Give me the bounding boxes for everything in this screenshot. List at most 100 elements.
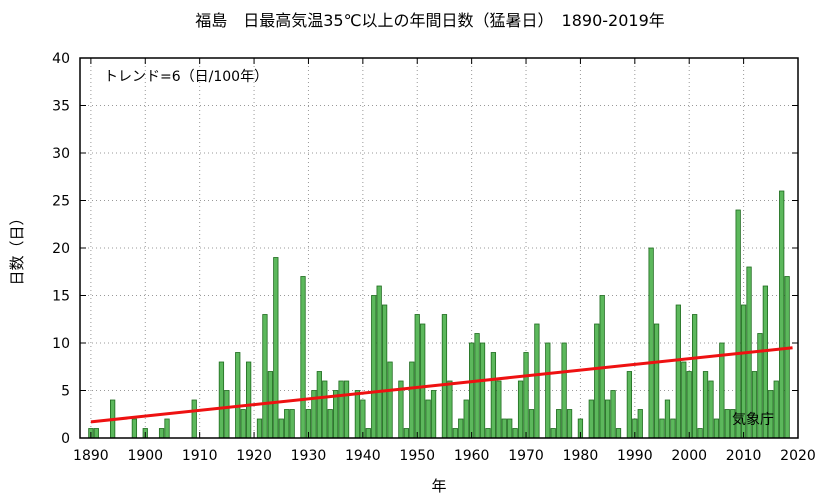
bar-1995 (659, 418, 665, 439)
x-axis-label: 年 (431, 477, 446, 495)
bar-1996 (664, 399, 671, 439)
y-tick-label: 20 (52, 241, 70, 257)
bar-1891 (93, 428, 99, 439)
bar-1960 (469, 342, 475, 439)
trend-line (90, 346, 793, 424)
x-tick-label: 2000 (671, 448, 707, 464)
bar-1997 (670, 418, 676, 439)
bar-1967 (507, 418, 513, 439)
bar-1936 (338, 380, 344, 439)
x-tick-label: 1920 (236, 448, 272, 464)
bar-1976 (556, 409, 562, 439)
y-tick-label: 0 (61, 431, 70, 447)
bar-2009 (735, 209, 741, 439)
bar-1991 (637, 409, 643, 439)
bar-2016 (773, 380, 779, 439)
bar-1945 (387, 361, 393, 439)
bar-1921 (256, 418, 263, 439)
bar-1985 (604, 399, 611, 439)
bar-1974 (545, 342, 551, 439)
x-tick-label: 2020 (780, 448, 816, 464)
bar-1926 (284, 409, 290, 439)
bar-1961 (474, 333, 480, 439)
y-tick-label: 15 (52, 289, 70, 305)
bar-1909 (191, 399, 197, 439)
bar-1966 (501, 418, 507, 439)
bar-1989 (626, 371, 633, 439)
bar-1924 (273, 257, 279, 439)
bar-1927 (289, 409, 295, 439)
bar-1943 (376, 285, 382, 439)
bar-1955 (441, 314, 448, 439)
bar-1903 (158, 428, 165, 439)
bar-1932 (316, 371, 322, 439)
bar-1959 (463, 399, 469, 439)
y-tick-label: 10 (52, 336, 70, 352)
y-axis-label: 日数（日） (8, 210, 26, 285)
bars (88, 190, 790, 439)
x-tick-label: 1970 (508, 448, 544, 464)
x-tick-label: 1900 (127, 448, 163, 464)
bar-1919 (245, 361, 252, 439)
bar-1925 (278, 418, 284, 439)
bar-1977 (561, 342, 567, 439)
bar-1993 (648, 247, 654, 439)
bar-1983 (594, 323, 600, 439)
bar-1918 (240, 409, 246, 439)
bar-1963 (485, 428, 491, 439)
bar-2018 (784, 276, 790, 439)
bar-1956 (447, 380, 453, 439)
bar-1958 (458, 418, 464, 439)
bar-1986 (610, 390, 616, 439)
bar-2004 (708, 380, 714, 439)
bar-1929 (300, 276, 306, 439)
bar-2000 (686, 371, 692, 439)
y-tick-label: 40 (52, 51, 70, 67)
bar-1923 (267, 371, 274, 439)
bar-2005 (713, 418, 720, 439)
bar-1952 (425, 399, 431, 439)
bar-2002 (697, 428, 703, 439)
bar-1933 (322, 380, 328, 439)
bar-1964 (490, 352, 497, 439)
bar-1965 (496, 380, 502, 439)
bar-1914 (218, 361, 225, 439)
x-tick-label: 2010 (726, 448, 762, 464)
bar-2017 (779, 190, 785, 439)
y-tick-label: 5 (61, 384, 70, 400)
bar-1898 (131, 418, 138, 439)
bar-1987 (615, 428, 622, 439)
bar-1999 (681, 361, 687, 439)
bar-1950 (414, 314, 420, 439)
x-tick-label: 1950 (399, 448, 435, 464)
chart-title: 福島 日最高気温35℃以上の年間日数（猛暑日） 1890-2019年 (195, 11, 665, 30)
x-axis-ticks: 1890 1900 1910 1920 1930 1940 1950 1960 1970 1980… (73, 58, 816, 464)
x-tick-label: 1930 (291, 448, 327, 464)
y-tick-label: 30 (52, 146, 70, 162)
bar-1971 (528, 409, 535, 439)
bar-2003 (702, 371, 709, 439)
bar-1970 (523, 352, 529, 439)
x-tick-label: 1910 (182, 448, 218, 464)
x-tick-label: 1980 (563, 448, 599, 464)
bar-1953 (430, 390, 437, 439)
bar-1922 (262, 314, 268, 439)
x-tick-label: 1890 (73, 448, 109, 464)
source-annotation: 気象庁 (732, 412, 774, 428)
bar-1934 (327, 409, 333, 439)
bar-1951 (420, 323, 426, 439)
bar-2006 (719, 342, 725, 439)
bar-1982 (588, 399, 594, 439)
bar-2012 (751, 371, 758, 439)
bar-1915 (224, 390, 230, 439)
y-tick-label: 25 (52, 194, 70, 210)
y-tick-label: 35 (52, 99, 70, 115)
bar-1941 (365, 428, 371, 439)
bar-1917 (235, 352, 241, 439)
x-tick-label: 1960 (454, 448, 490, 464)
y-axis-ticks: 0 5 10 15 20 25 30 35 40 (52, 51, 798, 447)
bar-1942 (371, 295, 377, 439)
bar-1957 (452, 428, 458, 439)
trend-annotation: トレンド=6（日/100年） (104, 69, 268, 85)
